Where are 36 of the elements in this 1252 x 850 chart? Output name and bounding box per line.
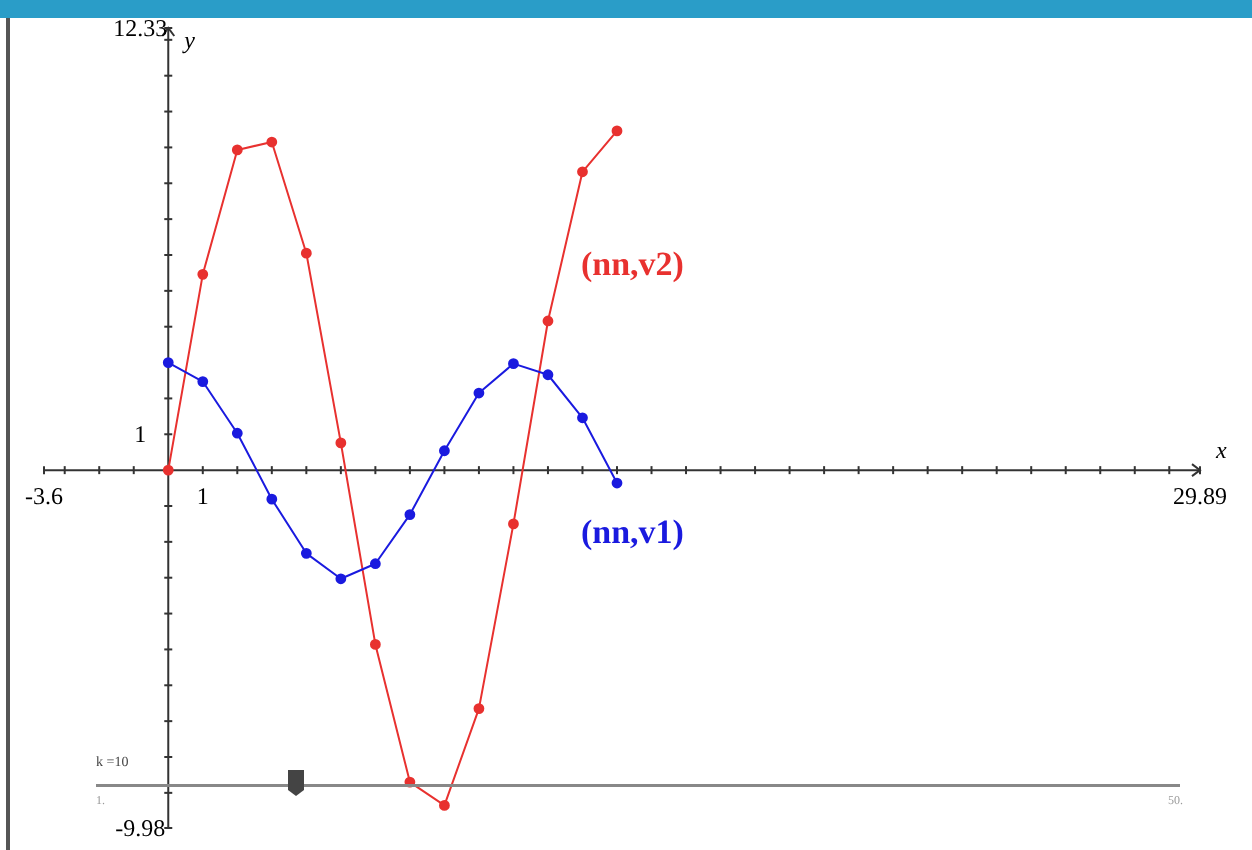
- y-tick-label: 12.33: [113, 14, 168, 42]
- point: [404, 509, 416, 520]
- point: [508, 518, 519, 530]
- point: [611, 125, 623, 137]
- point: [508, 358, 519, 370]
- x-tick-label: 1: [196, 482, 209, 511]
- point: [542, 315, 554, 327]
- point: [197, 268, 209, 280]
- point: [266, 493, 278, 505]
- point: [231, 427, 243, 439]
- point: [611, 477, 623, 489]
- point: [577, 166, 588, 178]
- y-tick-label: 1: [134, 420, 147, 449]
- point: [231, 144, 243, 156]
- point: [266, 136, 278, 148]
- point: [577, 412, 588, 424]
- point: [335, 573, 347, 585]
- point: [473, 703, 485, 714]
- point: [197, 376, 209, 387]
- point: [300, 247, 312, 259]
- point: [369, 558, 381, 570]
- point: [300, 547, 312, 559]
- point: [335, 437, 347, 449]
- series-label: (nn,v2): [580, 244, 684, 283]
- x-tick-label: 29.89: [1173, 482, 1227, 511]
- point: [439, 800, 450, 811]
- point: [473, 387, 485, 399]
- y-axis-title: y: [182, 26, 197, 54]
- y-tick-label: -9.98: [115, 814, 166, 842]
- point: [369, 639, 381, 650]
- point: [542, 369, 554, 381]
- point: [162, 464, 174, 476]
- point: [439, 445, 450, 457]
- x-axis-title: x: [1214, 436, 1228, 465]
- x-tick-label: -3.6: [25, 482, 63, 511]
- series-label: (nn,v1): [580, 513, 684, 552]
